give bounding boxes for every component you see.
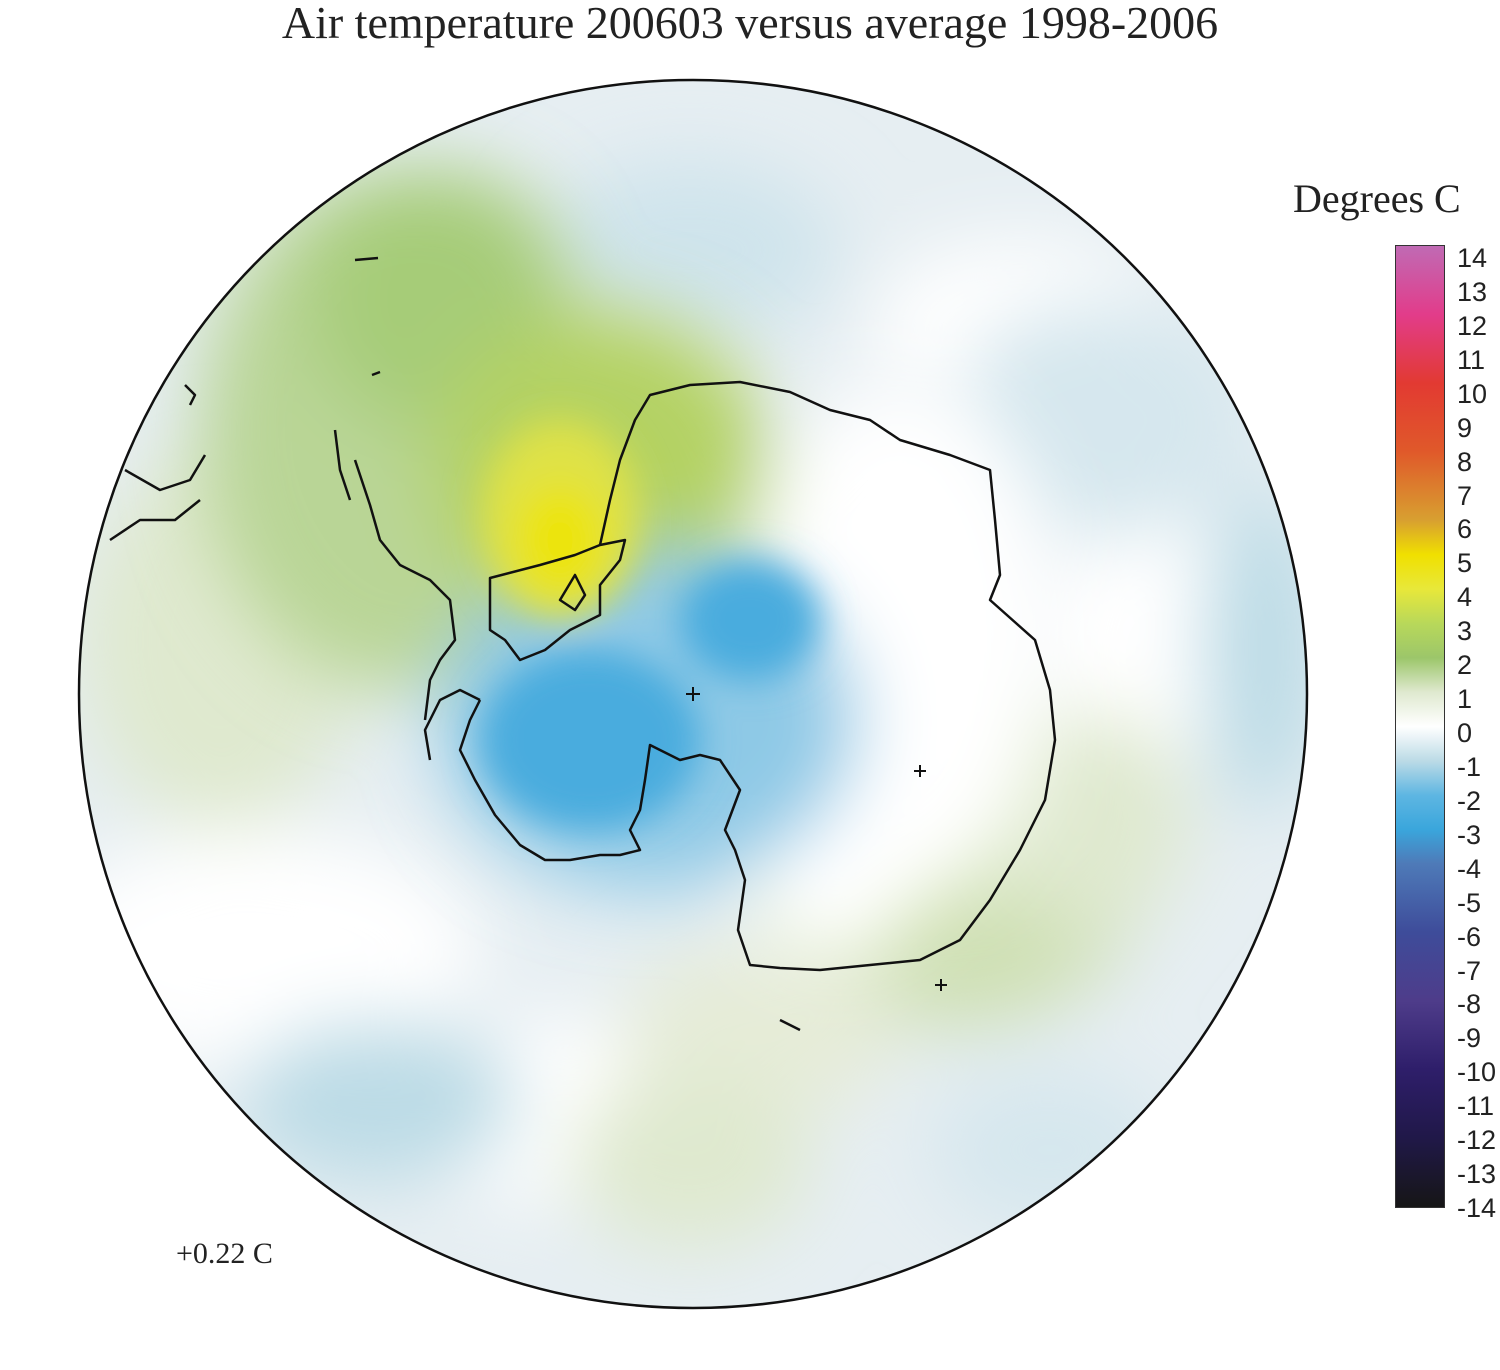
colorbar-tick-label: 11 xyxy=(1457,344,1486,375)
colorbar-tick-label: -13 xyxy=(1457,1159,1497,1190)
colorbar-tick-label: -7 xyxy=(1457,955,1482,986)
colorbar-tick-label: 6 xyxy=(1457,514,1473,545)
colorbar-tick-label: -2 xyxy=(1457,785,1482,816)
colorbar-tick-label: 2 xyxy=(1457,650,1473,681)
mean-anomaly-label: +0.22 C xyxy=(176,1237,273,1270)
colorbar-tick-label: 4 xyxy=(1457,582,1473,613)
coastline xyxy=(109,256,1057,1032)
colorbar-tick-label: 1 xyxy=(1457,684,1473,715)
colorbar-tick-label: -6 xyxy=(1457,921,1482,952)
anomaly-field xyxy=(79,80,1307,1308)
colorbar-tick-label: 12 xyxy=(1457,310,1488,341)
colorbar-tick-label: -14 xyxy=(1457,1193,1497,1223)
colorbar-tick-label: 9 xyxy=(1457,412,1473,443)
colorbar-tick-label: -10 xyxy=(1457,1057,1497,1088)
colorbar-tick-label: 14 xyxy=(1457,243,1488,273)
colorbar-tick-label: -12 xyxy=(1457,1125,1497,1156)
colorbar-tick-label: 0 xyxy=(1457,718,1473,748)
colorbar-tick-label: 8 xyxy=(1457,446,1473,477)
colorbar-tick-label: 5 xyxy=(1457,548,1473,579)
colorbar-tick-label: -11 xyxy=(1457,1091,1495,1122)
colorbar-tick-label: 13 xyxy=(1457,276,1488,307)
colorbar-tick-label: 7 xyxy=(1457,480,1473,511)
colorbar-tick-label: 10 xyxy=(1457,378,1488,409)
colorbar-tick-label: -1 xyxy=(1457,751,1482,782)
colorbar-tick-label: -4 xyxy=(1457,853,1482,884)
colorbar xyxy=(1395,245,1445,1208)
map-title: Air temperature 200603 versus average 19… xyxy=(281,0,1219,48)
colorbar-tick-label: -3 xyxy=(1457,819,1482,850)
colorbar-tick-label: 3 xyxy=(1457,616,1473,647)
colorbar-tick-label: -5 xyxy=(1457,887,1482,918)
colorbar-unit-label: Degrees C xyxy=(1293,176,1461,221)
map-boundary-circle xyxy=(77,78,1309,1310)
colorbar-tick-label: -9 xyxy=(1457,1023,1482,1054)
colorbar-tick-label: -8 xyxy=(1457,989,1482,1020)
graticule-markers xyxy=(686,687,947,991)
